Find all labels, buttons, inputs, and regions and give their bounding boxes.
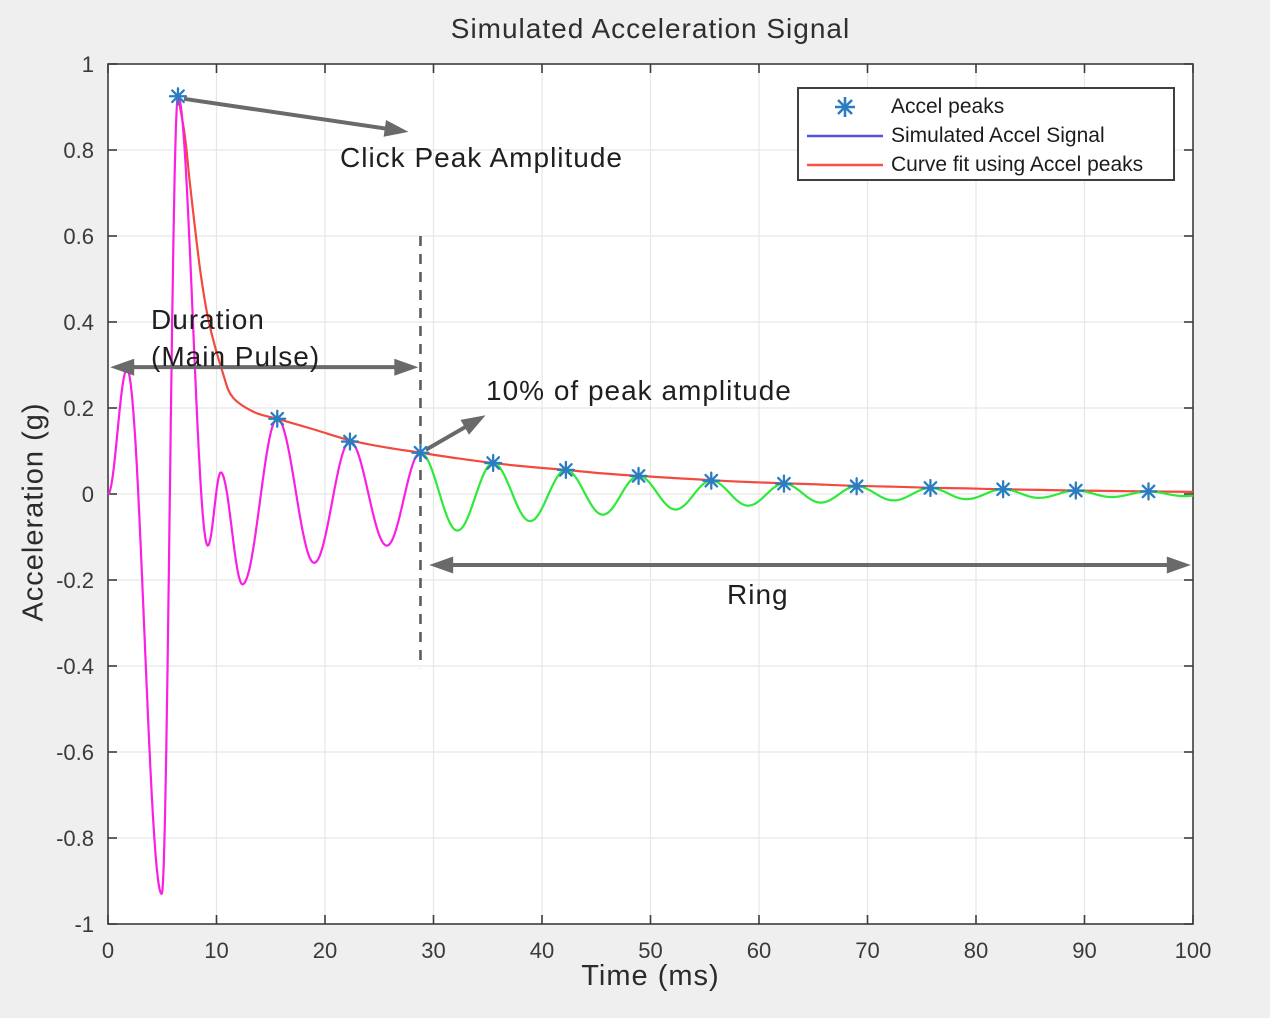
- arrow-shaft: [183, 96, 394, 132]
- annotation-arrow-ten-percent: [424, 415, 486, 452]
- x-tick-label: 60: [747, 938, 771, 963]
- x-tick-label: 70: [855, 938, 879, 963]
- line-marker-icon: [799, 133, 891, 139]
- asterisk-stroke: [413, 445, 428, 460]
- peak-marker[interactable]: [268, 409, 287, 428]
- arrow-head: [383, 120, 409, 137]
- annotation-click-peak-amplitude: Click Peak Amplitude: [340, 142, 624, 173]
- y-tick-label: 0.6: [63, 224, 94, 249]
- peak-marker[interactable]: [847, 477, 866, 496]
- y-tick-label: -1: [74, 912, 94, 937]
- asterisk-stroke: [558, 463, 573, 477]
- x-tick-label: 100: [1175, 938, 1212, 963]
- signal-main-pulse-path: [107, 95, 422, 895]
- asterisk-stroke: [777, 476, 791, 491]
- arrow-head: [460, 415, 486, 435]
- chart-title: Simulated Acceleration Signal: [450, 13, 851, 44]
- annotation-duration-line2: (Main Pulse): [151, 341, 321, 372]
- y-tick-label: -0.6: [56, 740, 94, 765]
- peak-marker[interactable]: [702, 471, 721, 490]
- x-tick-label: 0: [102, 938, 114, 963]
- peak-marker[interactable]: [993, 480, 1013, 499]
- legend-item-accel-peaks[interactable]: Accel peaks: [799, 92, 1173, 121]
- curve-fit-path: [176, 96, 1194, 493]
- asterisk-stroke: [923, 481, 938, 495]
- y-tick-label: 0.4: [63, 310, 94, 335]
- peak-marker[interactable]: [484, 453, 503, 473]
- arrow-head: [429, 556, 454, 574]
- annotation-arrow-click-peak: [183, 96, 409, 137]
- y-tick-label: -0.8: [56, 826, 94, 851]
- legend: Accel peaks Simulated Accel Signal Curve…: [797, 87, 1175, 181]
- y-axis-label: Acceleration (g): [17, 402, 50, 622]
- x-tick-label: 10: [204, 938, 228, 963]
- arrow-head: [394, 358, 419, 376]
- annotation-ring: Ring: [727, 579, 789, 610]
- legend-item-curve-fit[interactable]: Curve fit using Accel peaks: [799, 150, 1173, 179]
- peak-marker[interactable]: [556, 460, 576, 480]
- asterisk-stroke: [849, 479, 864, 494]
- y-tick-label: 0: [82, 482, 94, 507]
- asterisk-marker-icon: [799, 94, 891, 120]
- line-marker-icon: [799, 162, 891, 168]
- asterisk-stroke: [171, 89, 185, 104]
- asterisk-stroke: [996, 482, 1011, 497]
- y-tick-label: 1: [82, 52, 94, 77]
- peak-marker[interactable]: [411, 443, 430, 462]
- legend-item-simulated-accel-signal[interactable]: Simulated Accel Signal: [799, 121, 1173, 150]
- peak-marker[interactable]: [1066, 481, 1085, 500]
- asterisk-stroke: [704, 473, 719, 488]
- asterisk-stroke: [1068, 483, 1083, 498]
- annotation-arrow-ring: [429, 556, 1191, 574]
- signal-ring-path: [420, 451, 1194, 532]
- y-tick-label: 0.2: [63, 396, 94, 421]
- asterisk-stroke: [270, 411, 285, 426]
- x-tick-label: 90: [1072, 938, 1096, 963]
- asterisk-stroke: [1141, 484, 1156, 499]
- peak-marker[interactable]: [921, 478, 940, 498]
- asterisk-stroke: [343, 434, 357, 449]
- x-tick-label: 20: [313, 938, 337, 963]
- arrow-head: [110, 358, 135, 376]
- legend-label: Curve fit using Accel peaks: [891, 152, 1144, 176]
- x-axis-label: Time (ms): [581, 960, 720, 992]
- y-tick-label: 0.8: [63, 138, 94, 163]
- peak-marker[interactable]: [168, 87, 188, 106]
- arrow-shaft: [424, 421, 473, 452]
- legend-label: Simulated Accel Signal: [891, 123, 1105, 147]
- legend-label: Accel peaks: [891, 94, 1005, 118]
- asterisk-stroke: [486, 456, 501, 470]
- peak-marker[interactable]: [340, 432, 360, 451]
- y-tick-label: -0.2: [56, 568, 94, 593]
- arrow-head: [1166, 556, 1191, 574]
- x-tick-label: 40: [530, 938, 554, 963]
- annotation-duration-main-pulse: Duration (Main Pulse): [151, 301, 320, 375]
- annotation-duration-line1: Duration: [151, 304, 265, 335]
- peak-marker[interactable]: [774, 474, 794, 493]
- asterisk-stroke: [631, 469, 646, 483]
- x-tick-label: 50: [638, 938, 662, 963]
- peak-marker[interactable]: [629, 466, 648, 486]
- y-tick-label: -0.4: [56, 654, 94, 679]
- annotation-ten-percent-of-peak: 10% of peak amplitude: [486, 375, 792, 406]
- annotation-arrow-duration: [110, 358, 419, 376]
- x-tick-label: 80: [964, 938, 988, 963]
- peak-marker[interactable]: [1139, 482, 1158, 501]
- x-tick-label: 30: [421, 938, 445, 963]
